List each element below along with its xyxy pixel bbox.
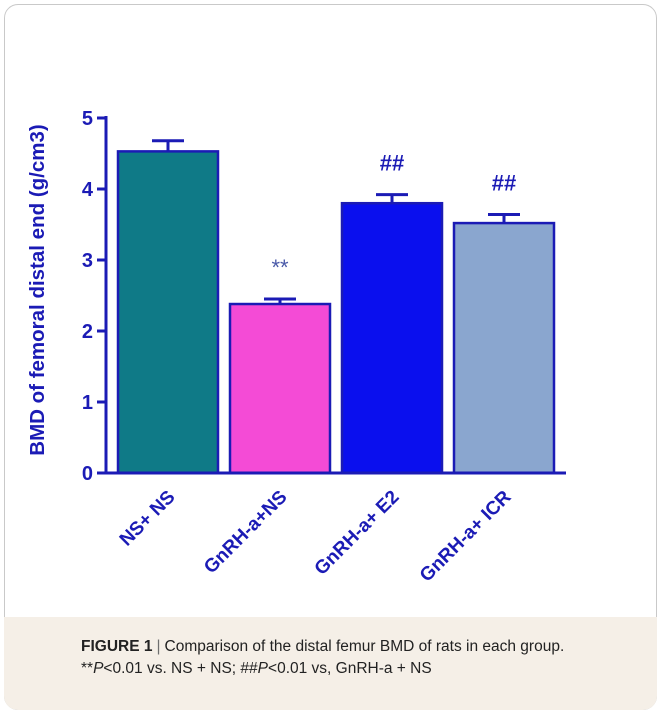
note-b-text: <0.01 vs, GnRH-a + NS xyxy=(268,660,432,677)
bar-chart: BMD of femoral distal end (g/cm3) NS+ NS… xyxy=(26,108,566,586)
significance-marker: ** xyxy=(271,255,289,280)
significance-marker: ## xyxy=(492,171,516,196)
note-b-mark: ## xyxy=(240,660,258,677)
y-tick-label: 2 xyxy=(82,321,93,343)
y-tick-label: 4 xyxy=(82,179,94,201)
note-b-p: P xyxy=(257,660,269,677)
caption-separator: | xyxy=(156,638,161,655)
note-a-mark: ** xyxy=(81,660,94,677)
x-tick-label: GnRH-a+ ICR xyxy=(416,486,516,586)
note-a-text: <0.01 vs. NS + NS; xyxy=(103,660,237,677)
significance-marker: ## xyxy=(380,151,404,176)
y-tick-label: 5 xyxy=(82,108,93,130)
x-tick-label: GnRH-a+NS xyxy=(200,487,291,578)
y-axis-label: BMD of femoral distal end (g/cm3) xyxy=(26,124,49,455)
x-tick-label: NS+ NS xyxy=(116,487,180,551)
figure-caption: FIGURE 1 | Comparison of the distal femur … xyxy=(81,636,641,680)
caption-box xyxy=(4,617,657,710)
x-tick-label: GnRH-a+ E2 xyxy=(311,487,404,580)
bar xyxy=(116,150,220,475)
y-tick-label: 3 xyxy=(82,250,93,272)
note-a-p: P xyxy=(93,660,104,677)
bar xyxy=(340,201,444,475)
y-tick-label: 0 xyxy=(82,463,93,485)
figure-label: FIGURE 1 xyxy=(81,638,153,655)
caption-text: Comparison of the distal femur BMD of ra… xyxy=(164,638,565,655)
y-tick-label: 1 xyxy=(82,392,93,414)
bar xyxy=(228,302,332,475)
bar xyxy=(452,221,556,475)
